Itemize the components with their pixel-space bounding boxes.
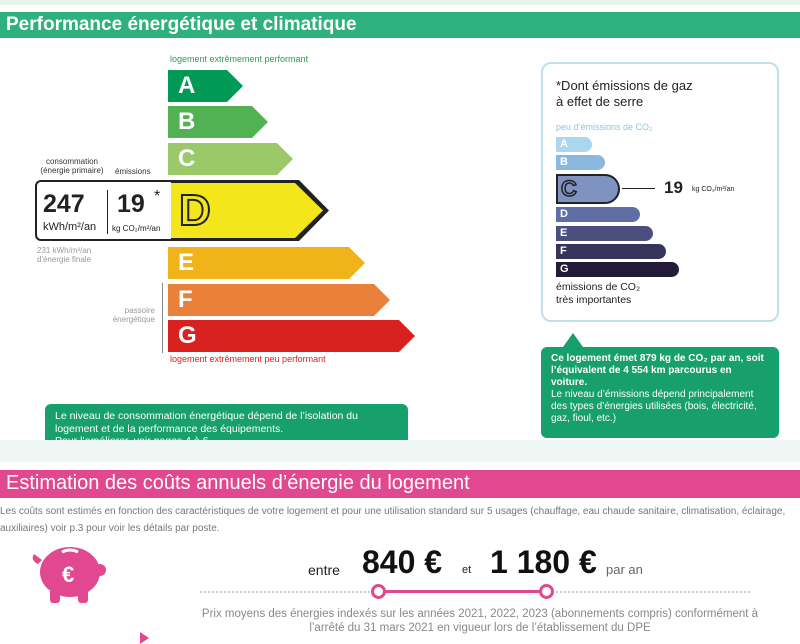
cost-min-marker — [371, 584, 386, 599]
cost-note: Prix moyens des énergies indexés sur les… — [201, 608, 759, 634]
emissions-unit: kg CO₂/m²/an — [112, 224, 161, 233]
scale-bottom-label: logement extrêmement peu performant — [170, 354, 326, 364]
cost-min: 840 € — [362, 544, 443, 580]
emissions-label: émissions — [115, 167, 151, 176]
ghg-class-c-current: C — [556, 174, 620, 204]
cost-range-fill — [378, 590, 548, 593]
ghg-unit: kg CO₂/m²/an — [692, 186, 735, 193]
ghg-value: 19 — [664, 178, 683, 197]
energy-class-a: A — [168, 70, 243, 102]
cost-max-marker — [539, 584, 554, 599]
energy-class-d-current: D — [171, 183, 323, 238]
ghg-class-e: E — [556, 226, 653, 241]
emissions-info-bold: Ce logement émet 879 kg de CO₂ par an, s… — [551, 353, 764, 388]
section-divider-band — [0, 440, 800, 462]
energy-class-b: B — [168, 106, 268, 138]
passoire-label: passoire énergétique — [112, 306, 155, 324]
ghg-bottom-label: émissions de CO₂ très importantes — [556, 281, 641, 306]
energy-class-g: G — [168, 320, 415, 352]
section-title-costs: Estimation des coûts annuels d’énergie d… — [0, 470, 800, 498]
cost-entre: entre — [308, 562, 340, 578]
consumption-unit: kWh/m²/an — [43, 221, 97, 233]
piggy-bank-euro-icon: € — [28, 540, 108, 605]
cost-per-year: par an — [606, 562, 643, 577]
section-title-performance: Performance énergétique et climatique — [0, 12, 800, 38]
passoire-divider — [162, 283, 163, 353]
ghg-pointer-line — [622, 188, 655, 189]
ghg-top-label: peu d’émissions de CO₂ — [556, 122, 653, 132]
value-divider — [107, 190, 108, 234]
ghg-class-d: D — [556, 207, 640, 222]
ghg-class-b: B — [556, 155, 605, 170]
emissions-info-callout: Ce logement émet 879 kg de CO₂ par an, s… — [541, 347, 779, 438]
energy-class-f: F — [168, 284, 390, 316]
final-energy-label: 231 kWh/m²/an d'énergie finale — [37, 246, 92, 264]
energy-class-c: C — [168, 143, 293, 175]
cost-et: et — [462, 564, 472, 576]
costs-description: Les coûts sont estimés en fonction des c… — [0, 506, 786, 534]
ghg-title: *Dont émissions de gaz à effet de serre — [556, 78, 693, 109]
ghg-class-a: A — [556, 137, 592, 152]
emissions-star: * — [154, 188, 161, 205]
ghg-class-f: F — [556, 244, 666, 259]
ghg-class-g: G — [556, 262, 679, 277]
arrow-icon — [140, 632, 149, 644]
emissions-info-text: Le niveau d’émissions dépend principalem… — [551, 389, 757, 424]
value-box: 247 kWh/m²/an 19 * kg CO₂/m²/an — [35, 180, 171, 241]
svg-text:€: € — [62, 562, 74, 587]
scale-top-label: logement extrêmement performant — [170, 54, 309, 64]
cost-max: 1 180 € — [490, 544, 597, 580]
callout-pointer — [563, 333, 583, 347]
consumption-info-callout: Le niveau de consommation énergétique dé… — [45, 404, 408, 452]
emissions-value: 19 — [117, 190, 145, 218]
top-divider — [0, 0, 800, 5]
energy-class-e: E — [168, 247, 365, 279]
consumption-label: consommation (énergie primaire) — [40, 157, 104, 175]
consumption-value: 247 — [43, 190, 85, 218]
